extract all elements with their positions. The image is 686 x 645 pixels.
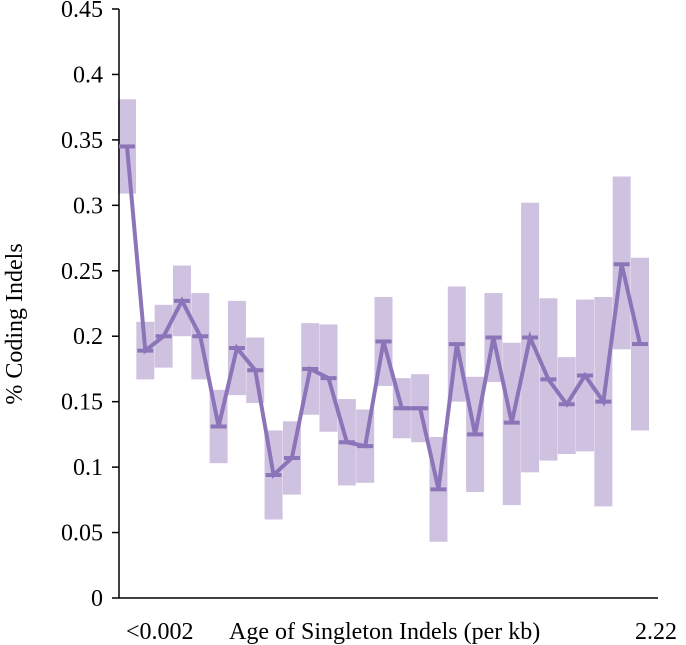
point-markers [119, 144, 648, 492]
x-axis-title: Age of Singleton Indels (per kb) [229, 619, 540, 645]
y-tick-label: 0.2 [73, 324, 103, 350]
y-tick-label: 0.4 [73, 62, 103, 88]
y-tick-label: 0.25 [61, 259, 103, 285]
y-tick-label: 0.1 [73, 455, 103, 481]
x-end-label: 2.22 [635, 619, 677, 645]
x-start-label: <0.002 [126, 619, 194, 645]
y-tick-label: 0.45 [61, 0, 103, 23]
axes: 0 0.05 0.1 0.15 0.2 0.25 0.3 0.35 0.4 0.45 [61, 0, 658, 612]
y-tick-label: 0.35 [61, 128, 103, 154]
y-tick-label: 0 [91, 586, 103, 612]
error-bands [118, 99, 649, 542]
y-tick-label: 0.15 [61, 390, 103, 416]
y-tick-label: 0.05 [61, 521, 103, 547]
y-tick-label: 0.3 [73, 193, 103, 219]
y-axis-title: % Coding Indels [2, 243, 28, 404]
y-ticks: 0 0.05 0.1 0.15 0.2 0.25 0.3 0.35 0.4 0.45 [61, 0, 119, 612]
